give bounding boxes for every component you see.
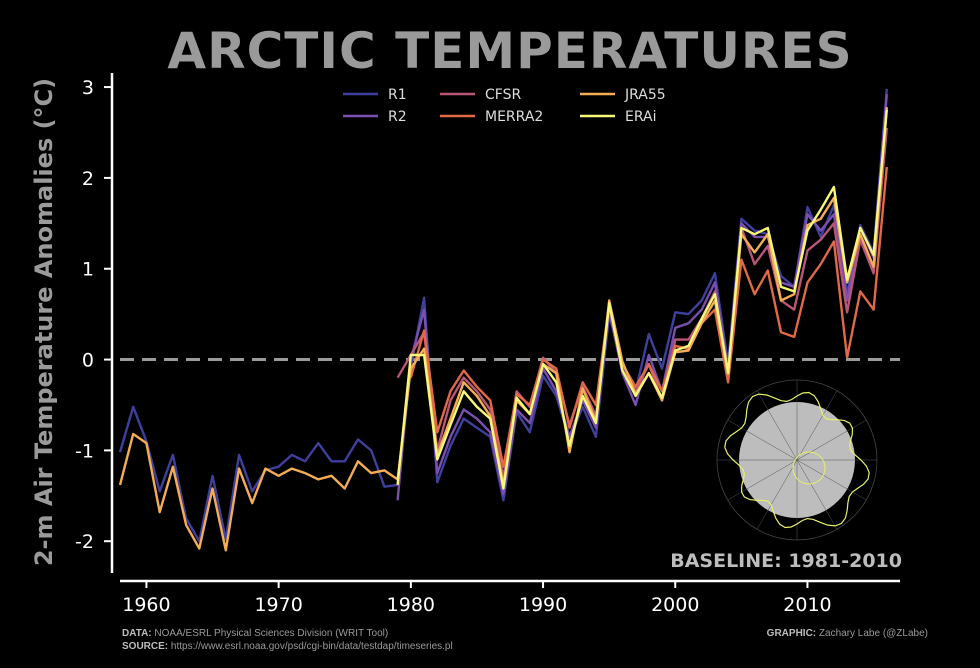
y-axis-label: 2-m Air Temperature Anomalies (°C): [30, 78, 58, 566]
y-tick-label: 0: [82, 350, 94, 372]
map-meridian: [756, 390, 798, 461]
axes-group: -2 -1 0 1 2 3 1960 1970 1980 1990 2000 2010: [75, 73, 900, 616]
y-tick-label: 3: [82, 77, 94, 99]
map-meridian: [756, 459, 798, 530]
arctic-map-icon: [716, 379, 878, 541]
y-tick-label: 1: [82, 259, 94, 281]
y-tick-label: -1: [75, 440, 94, 462]
legend-label-r1: R1: [388, 87, 407, 103]
map-meridian: [796, 459, 867, 501]
baseline-label: BASELINE: 1981-2010: [670, 550, 902, 572]
footer-data-label: DATA:: [122, 628, 152, 639]
x-tick-label: 1960: [122, 594, 170, 616]
y-tick-label: 2: [82, 168, 94, 190]
footer-source-label: SOURCE:: [122, 641, 169, 652]
footer-data: DATA: NOAA/ESRL Physical Sciences Divisi…: [122, 628, 388, 639]
map-meridian: [727, 459, 798, 501]
legend-label-jra55: JRA55: [624, 87, 666, 103]
footer-graphic-text: Zachary Labe (@ZLabe): [816, 628, 928, 639]
legend-label-cfsr: CFSR: [485, 87, 521, 103]
map-meridian: [796, 419, 867, 461]
footer-data-text: NOAA/ESRL Physical Sciences Division (WR…: [151, 628, 389, 639]
legend-label-merra2: MERRA2: [485, 109, 543, 125]
chart-title: ARCTIC TEMPERATURES: [167, 22, 852, 80]
map-meridian: [727, 419, 798, 461]
x-tick-label: 1980: [387, 594, 435, 616]
map-greenland: [792, 451, 826, 485]
x-tick-label: 1990: [519, 594, 567, 616]
x-tick-label: 2010: [783, 594, 831, 616]
map-meridian: [796, 390, 838, 461]
legend: R1 R2 CFSR MERRA2 JRA55 ERAi: [343, 87, 666, 125]
footer-graphic-label: GRAPHIC:: [766, 628, 817, 639]
legend-label-erai: ERAi: [625, 109, 656, 125]
series-line-merra2: [409, 166, 888, 468]
y-tick-label: -2: [75, 531, 94, 553]
footer-source: SOURCE: https://www.esrl.noaa.gov/psd/cg…: [122, 641, 453, 652]
legend-label-r2: R2: [388, 109, 407, 125]
map-coastline: [724, 391, 870, 529]
map-meridian: [796, 459, 838, 530]
x-tick-label: 1970: [254, 594, 302, 616]
x-tick-label: 2000: [651, 594, 699, 616]
footer-graphic: GRAPHIC: Zachary Labe (@ZLabe): [767, 628, 928, 639]
series-lines: [118, 88, 888, 552]
series-line-erai: [396, 109, 888, 490]
footer-source-text: https://www.esrl.noaa.gov/psd/cgi-bin/da…: [168, 641, 453, 652]
